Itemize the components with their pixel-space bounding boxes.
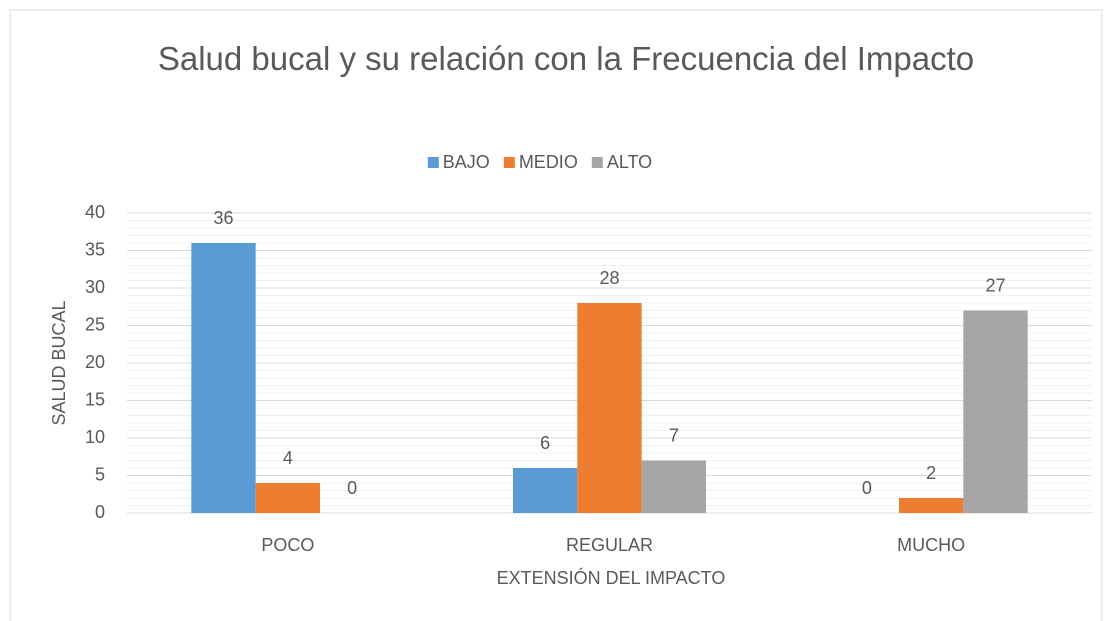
x-tick-label: MUCHO <box>897 535 965 555</box>
data-label: 6 <box>540 433 550 453</box>
data-label: 0 <box>347 478 357 498</box>
legend-label: ALTO <box>607 152 652 172</box>
data-label: 7 <box>669 425 679 445</box>
bar <box>641 460 706 513</box>
y-tick-label: 15 <box>85 389 105 409</box>
bar <box>577 303 642 513</box>
bar <box>513 468 578 513</box>
legend-swatch <box>503 157 515 168</box>
legend-swatch <box>591 157 603 168</box>
y-tick-label: 40 <box>85 202 105 222</box>
chart-title: Salud bucal y su relación con la Frecuen… <box>157 40 975 77</box>
bar <box>191 243 256 513</box>
y-tick-label: 20 <box>85 352 105 372</box>
y-tick-label: 30 <box>85 277 105 297</box>
y-tick-label: 5 <box>95 464 105 484</box>
data-label: 4 <box>283 448 293 468</box>
y-axis-label: SALUD BUCAL <box>49 300 69 425</box>
x-tick-label: POCO <box>261 535 314 555</box>
data-label: 2 <box>926 463 936 483</box>
data-label: 27 <box>985 275 1005 295</box>
bar <box>963 310 1028 513</box>
chart-border <box>9 9 1103 621</box>
y-tick-label: 0 <box>95 502 105 522</box>
bar <box>899 498 964 513</box>
bar <box>255 483 320 513</box>
y-tick-label: 10 <box>85 427 105 447</box>
legend-label: BAJO <box>443 152 490 172</box>
legend-label: MEDIO <box>519 152 578 172</box>
y-tick-label: 35 <box>85 239 105 259</box>
data-label: 36 <box>213 208 233 228</box>
data-label: 0 <box>862 478 872 498</box>
x-axis-label: EXTENSIÓN DEL IMPACTO <box>497 567 726 588</box>
x-tick-label: REGULAR <box>566 535 653 555</box>
legend-swatch <box>427 157 439 168</box>
data-label: 28 <box>599 268 619 288</box>
y-tick-label: 25 <box>85 314 105 334</box>
